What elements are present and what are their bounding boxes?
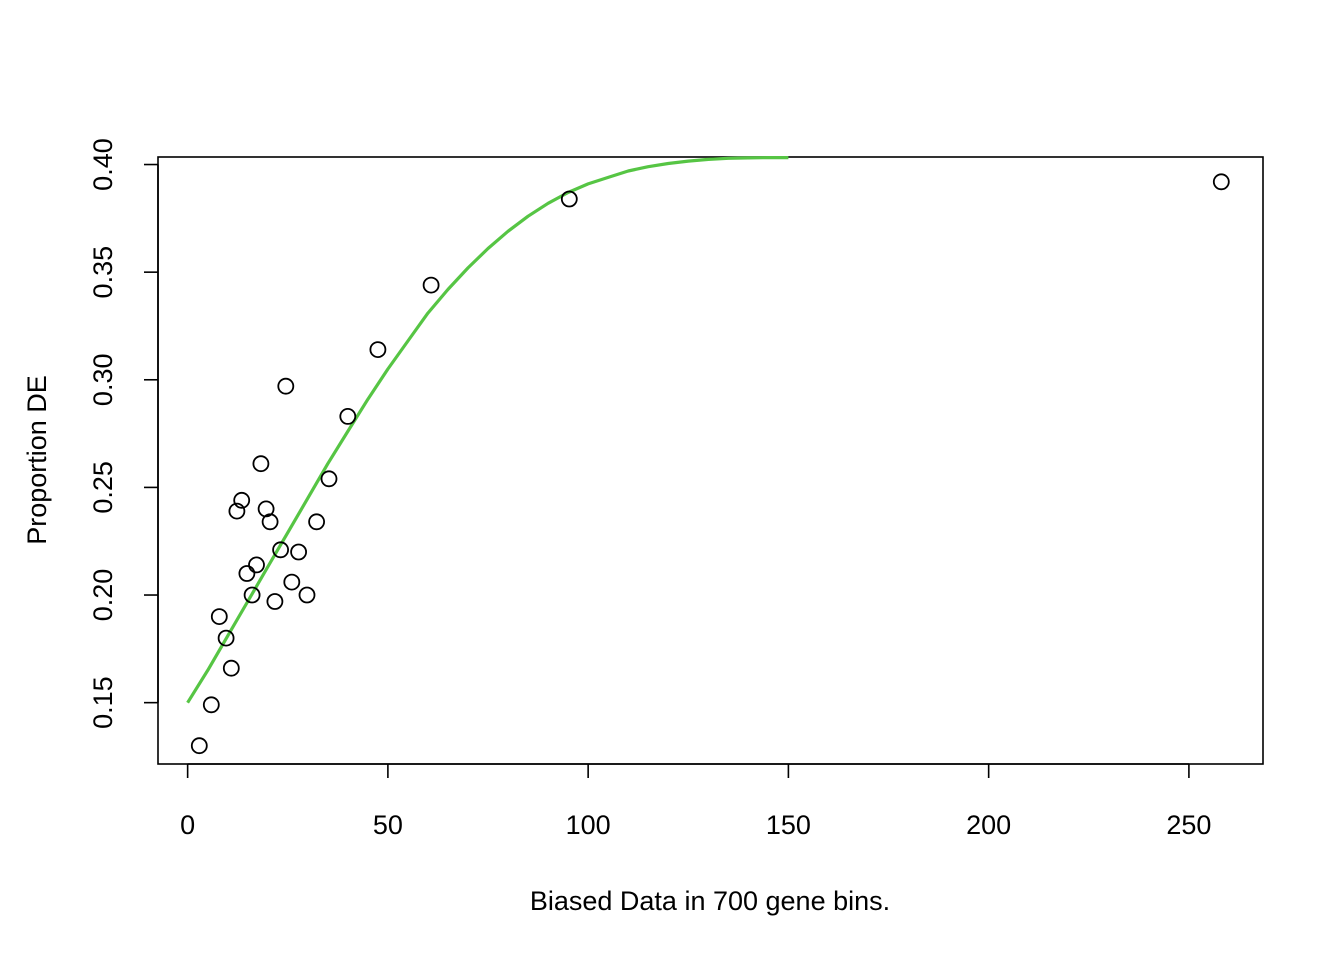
data-point bbox=[560, 190, 578, 208]
data-point bbox=[298, 586, 316, 604]
x-tick-label: 250 bbox=[1166, 810, 1211, 840]
fitted-curve bbox=[186, 156, 789, 704]
data-point bbox=[369, 341, 387, 359]
data-point bbox=[1212, 173, 1230, 191]
plot-area-frame bbox=[157, 156, 1264, 765]
y-tick-label: 0.30 bbox=[88, 354, 118, 407]
y-tick-label: 0.40 bbox=[88, 138, 118, 191]
data-point bbox=[217, 629, 235, 647]
data-point bbox=[190, 737, 208, 755]
x-tick-label: 50 bbox=[373, 810, 403, 840]
data-point bbox=[308, 513, 326, 531]
y-tick-label: 0.15 bbox=[88, 676, 118, 729]
data-point bbox=[261, 513, 279, 531]
data-point bbox=[238, 565, 256, 582]
data-point bbox=[248, 556, 265, 574]
data-point bbox=[228, 502, 246, 520]
data-point bbox=[210, 608, 228, 625]
data-point bbox=[277, 377, 295, 395]
data-point bbox=[283, 573, 301, 591]
data-point bbox=[202, 696, 220, 714]
data-points bbox=[190, 173, 1230, 755]
y-tick-label: 0.20 bbox=[88, 569, 118, 622]
y-tick-label: 0.25 bbox=[88, 461, 118, 514]
y-tick-label: 0.35 bbox=[88, 246, 118, 299]
x-tick-label: 100 bbox=[566, 810, 611, 840]
data-point bbox=[252, 455, 270, 473]
data-point bbox=[272, 541, 290, 559]
data-point bbox=[266, 593, 284, 610]
data-point bbox=[339, 407, 357, 425]
data-point bbox=[243, 586, 261, 604]
x-axis: 0 50 100 150 200 250 bbox=[180, 763, 1211, 840]
data-point bbox=[320, 470, 338, 488]
x-tick-label: 150 bbox=[766, 810, 811, 840]
data-point bbox=[222, 659, 240, 677]
data-point bbox=[290, 543, 308, 561]
data-point bbox=[233, 491, 251, 509]
x-tick-label: 0 bbox=[180, 810, 195, 840]
x-tick-label: 200 bbox=[966, 810, 1011, 840]
x-axis-title: Biased Data in 700 gene bins. bbox=[530, 886, 890, 916]
y-axis: 0.15 0.20 0.25 0.30 0.35 0.40 bbox=[88, 138, 159, 729]
data-point bbox=[422, 276, 440, 294]
y-axis-title: Proportion DE bbox=[22, 375, 52, 545]
